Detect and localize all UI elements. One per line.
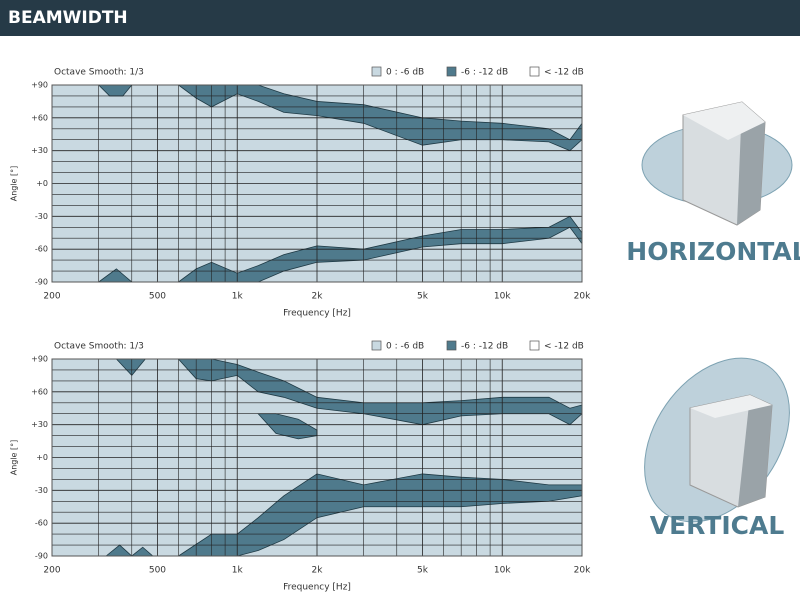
y-tick-label: +60 (31, 113, 48, 122)
horizontal-icon (641, 101, 793, 226)
header-bar (0, 0, 800, 36)
x-tick-label: 20k (574, 566, 591, 576)
x-axis-label: Frequency [Hz] (283, 583, 351, 593)
view-label: HORIZONTAL (626, 237, 800, 266)
x-tick-label: 10k (494, 566, 511, 576)
x-tick-label: 200 (43, 566, 60, 576)
legend-label: 0 : -6 dB (386, 68, 424, 78)
legend-label: -6 : -12 dB (461, 68, 508, 78)
legend-swatch (529, 340, 540, 351)
legend-swatch (371, 66, 382, 77)
y-tick-label: -30 (35, 486, 48, 495)
y-tick-label: -90 (35, 552, 48, 561)
legend-label: < -12 dB (544, 342, 584, 352)
legend-swatch (371, 340, 382, 351)
plot-frame (51, 358, 583, 557)
y-tick-label: +90 (31, 355, 48, 364)
y-tick-label: -30 (35, 212, 48, 221)
legend-label: < -12 dB (544, 68, 584, 78)
y-axis-label: Angle [°] (10, 166, 19, 202)
subtitle: Octave Smooth: 1/3 (54, 342, 144, 352)
legend-swatch (446, 340, 457, 351)
y-tick-label: +90 (31, 81, 48, 90)
y-tick-label: +30 (31, 420, 48, 429)
x-tick-label: 1k (232, 292, 244, 302)
x-tick-label: 2k (312, 566, 324, 576)
x-tick-label: 500 (149, 292, 166, 302)
x-tick-label: 1k (232, 566, 244, 576)
header-title: BEAMWIDTH (8, 8, 128, 28)
legend-swatch (446, 66, 457, 77)
subtitle: Octave Smooth: 1/3 (54, 68, 144, 78)
view-label: VERTICAL (650, 511, 785, 540)
y-tick-label: +0 (36, 453, 48, 462)
plot-frame (51, 84, 583, 283)
y-tick-label: -60 (35, 519, 48, 528)
legend-swatch (529, 66, 540, 77)
x-axis-label: Frequency [Hz] (283, 309, 351, 319)
y-tick-label: +60 (31, 387, 48, 396)
x-tick-label: 500 (149, 566, 166, 576)
legend-label: -6 : -12 dB (461, 342, 508, 352)
x-tick-label: 20k (574, 292, 591, 302)
x-tick-label: 5k (417, 566, 429, 576)
y-tick-label: -90 (35, 278, 48, 287)
legend-label: 0 : -6 dB (386, 342, 424, 352)
x-tick-label: 2k (312, 292, 324, 302)
y-tick-label: +0 (36, 179, 48, 188)
vertical-icon (644, 357, 790, 523)
x-tick-label: 5k (417, 292, 429, 302)
x-tick-label: 200 (43, 292, 60, 302)
y-axis-label: Angle [°] (10, 440, 19, 476)
x-tick-label: 10k (494, 292, 511, 302)
y-tick-label: +30 (31, 146, 48, 155)
y-tick-label: -60 (35, 245, 48, 254)
